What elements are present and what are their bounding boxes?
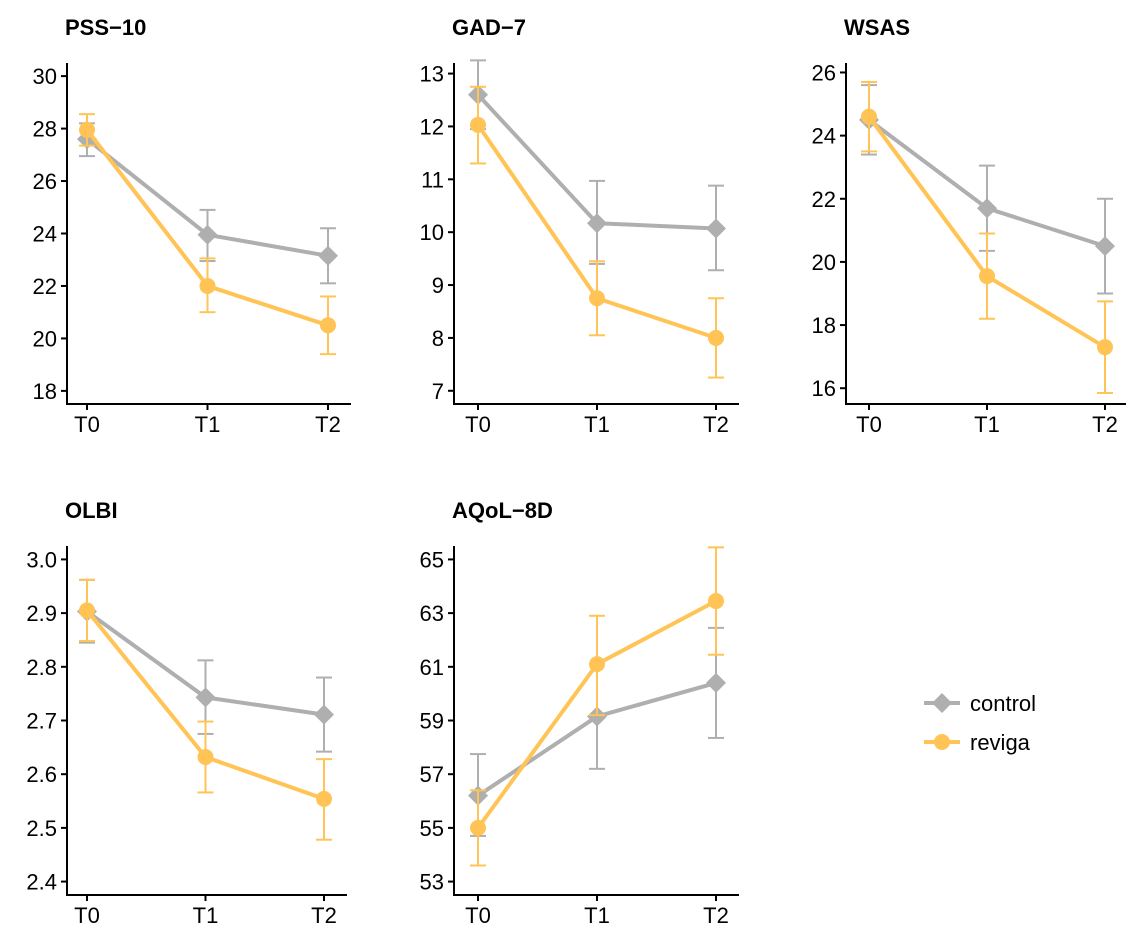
data-point [861,108,877,125]
y-tick-label: 20 [33,326,57,351]
chart-panel-2: WSAS 16 18 20 22 24 26 T0 T1 T2 [812,15,1126,437]
y-tick-label: 59 [420,709,444,734]
x-tick-label: T0 [465,412,491,437]
y-tick-label: 2.8 [26,655,57,680]
x-tick-label: T1 [195,412,221,437]
data-point [197,749,214,766]
chart-panel-3: OLBI 2.4 2.5 2.6 2.7 2.8 2.9 3.0 T0 T1 T2 [26,498,347,927]
y-tick-label: 28 [33,117,57,142]
data-point [706,672,726,693]
y-tick-label: 16 [812,376,836,401]
data-point [708,593,724,610]
x-tick-label: T2 [703,412,729,437]
data-point [199,277,216,294]
series-reviga [861,80,1113,394]
panel-title: WSAS [844,15,910,40]
legend-label: reviga [970,730,1031,755]
y-tick-label: 13 [420,62,444,87]
x-tick-label: T2 [311,903,337,927]
y-tick-label: 22 [33,274,57,299]
x-tick-label: T2 [315,412,341,437]
data-point [708,329,724,346]
y-tick-label: 2.7 [26,709,57,734]
y-tick-label: 26 [33,169,57,194]
data-point [197,224,218,245]
x-tick-label: T1 [584,412,610,437]
y-tick-label: 24 [33,222,57,247]
panel-title: AQoL−8D [452,498,553,523]
x-tick-label: T0 [465,903,491,927]
y-tick-label: 12 [420,114,444,139]
y-tick-label: 24 [812,124,836,149]
y-tick-label: 2.6 [26,762,57,787]
data-point [79,121,95,138]
data-point [79,602,95,619]
y-tick-label: 3.0 [26,547,57,572]
data-point [979,268,995,285]
data-point [314,704,334,725]
y-tick-label: 18 [812,313,836,338]
series-reviga [470,546,724,867]
y-tick-label: 2.9 [26,601,57,626]
x-tick-label: T0 [74,412,100,437]
y-tick-label: 2.4 [26,870,57,895]
y-tick-label: 53 [420,870,444,895]
legend: control reviga [924,691,1036,755]
y-tick-label: 7 [432,379,444,404]
chart-panel-1: GAD−7 7 8 9 10 11 12 13 T0 T1 T2 [420,15,739,437]
y-tick-label: 55 [420,816,444,841]
data-point [589,290,605,307]
y-tick-label: 65 [420,547,444,572]
y-tick-label: 30 [33,64,57,89]
y-tick-label: 18 [33,379,57,404]
data-point [320,317,336,334]
panel-title: PSS−10 [65,15,146,40]
y-tick-label: 57 [420,762,444,787]
data-point [589,656,605,673]
legend-key-marker [932,693,952,713]
x-tick-label: T1 [584,903,610,927]
data-point [318,245,338,266]
x-tick-label: T0 [856,412,882,437]
chart-panel-4: AQoL−8D 53 55 57 59 61 63 65 T0 T1 T2 [420,498,739,927]
legend-key-marker [934,734,950,750]
x-tick-label: T1 [974,412,1000,437]
data-point [587,706,607,727]
data-point [977,198,997,219]
data-point [1095,236,1115,257]
x-tick-label: T1 [193,903,219,927]
y-tick-label: 11 [421,167,444,192]
y-tick-label: 63 [420,601,444,626]
data-point [587,213,607,234]
series-reviga [79,578,332,841]
y-tick-label: 8 [432,326,444,351]
data-point [195,687,216,708]
data-point [706,218,726,239]
data-point [316,790,332,807]
series-reviga [470,85,724,379]
x-tick-label: T0 [74,903,100,927]
panel-title: OLBI [65,498,118,523]
data-point [470,116,486,133]
y-tick-label: 9 [432,273,444,298]
panel-title: GAD−7 [452,15,526,40]
y-tick-label: 2.5 [26,816,57,841]
series-reviga [79,113,336,356]
y-tick-label: 22 [812,187,836,212]
y-tick-label: 61 [420,655,444,680]
x-tick-label: T2 [1092,412,1118,437]
legend-label: control [970,691,1036,716]
chart-panel-0: PSS−10 18 20 22 24 26 28 30 T0 T1 T2 [33,15,351,437]
y-tick-label: 20 [812,250,836,275]
y-tick-label: 10 [420,220,444,245]
data-point [470,819,486,836]
y-tick-label: 26 [812,60,836,85]
x-tick-label: T2 [703,903,729,927]
data-point [1097,339,1113,356]
